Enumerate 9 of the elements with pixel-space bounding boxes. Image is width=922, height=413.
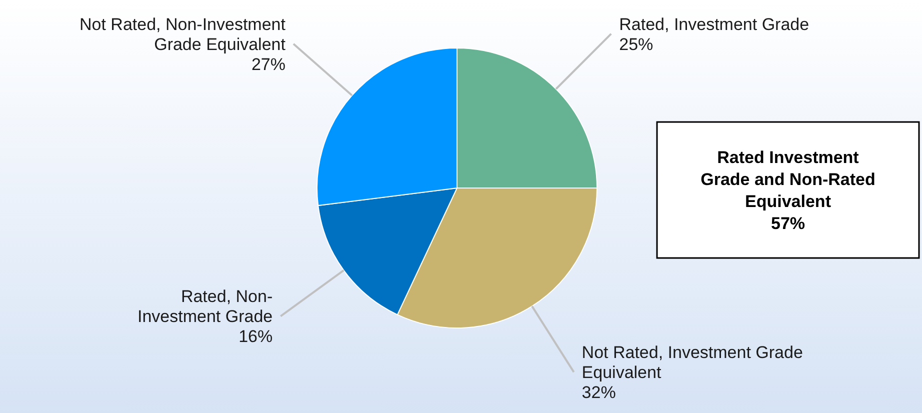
data-label: 25% xyxy=(619,34,654,54)
data-label: 16% xyxy=(238,327,273,346)
data-label: 32% xyxy=(582,383,616,402)
text: Rated Investment Grade and Non-Rated Equivalent 57% xyxy=(700,148,876,233)
slice-label: Not Rated, Non-Investment Grade Equivalent xyxy=(79,14,286,54)
slice-label: Rated, Investment Grade xyxy=(619,14,810,34)
data-label: 27% xyxy=(251,54,286,74)
slice-label: Not Rated, Investment Grade Equivalent xyxy=(582,343,803,382)
slice-label: Rated, Non- Investment Grade xyxy=(138,287,273,326)
